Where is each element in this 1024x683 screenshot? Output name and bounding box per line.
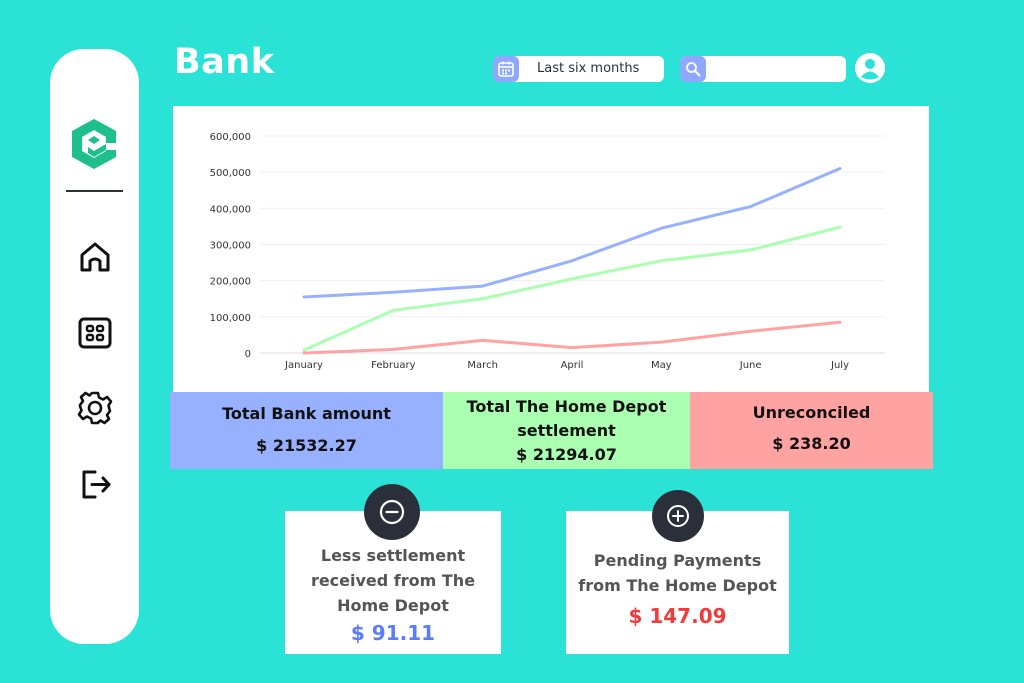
stat-unreconciled: Unreconciled $ 238.20 — [690, 392, 933, 469]
x-tick-label: February — [371, 360, 415, 371]
y-tick-label: 0 — [245, 349, 251, 360]
user-avatar[interactable] — [854, 52, 886, 84]
period-selector-label: Last six months — [537, 61, 640, 76]
y-tick-label: 300,000 — [210, 241, 251, 252]
stat-label-line1: Total The Home Depot — [466, 397, 667, 416]
card-text-line2: received from The — [310, 571, 476, 590]
y-tick-label: 400,000 — [210, 204, 251, 215]
plus-circle-icon — [667, 505, 689, 527]
sidebar-item-logout[interactable] — [76, 465, 114, 503]
period-selector[interactable]: Last six months — [493, 56, 664, 82]
x-tick-label: April — [561, 360, 584, 371]
stat-value: $ 21294.07 — [516, 445, 617, 464]
user-icon — [855, 53, 885, 83]
sidebar-divider — [66, 190, 123, 192]
plus-button[interactable] — [652, 490, 704, 542]
search-bar[interactable] — [680, 56, 846, 82]
card-less-settlement: Less settlement received from The Home D… — [285, 511, 501, 654]
chart-card: 0 100,000 200,000 300,000 400,000 500,000 600,… — [173, 106, 929, 394]
card-text-line2: from The Home Depot — [578, 576, 777, 595]
card-text-line3: Home Depot — [337, 596, 449, 615]
stat-total-depot: Total The Home Depot settlement $ 21294.… — [443, 392, 690, 469]
stat-value: $ 238.20 — [772, 434, 851, 453]
gear-icon — [77, 391, 113, 425]
minus-circle-icon — [379, 499, 405, 525]
y-tick-label: 600,000 — [210, 132, 251, 143]
search-input[interactable] — [710, 58, 842, 80]
app-logo — [69, 117, 119, 171]
series-line-1 — [302, 167, 842, 299]
minus-button[interactable] — [364, 484, 420, 540]
sidebar — [50, 49, 139, 644]
y-tick-label: 500,000 — [210, 168, 251, 179]
stat-label: Unreconciled — [752, 403, 871, 422]
stat-label: Total Bank amount — [222, 404, 391, 423]
stat-label-line2: settlement — [517, 421, 616, 440]
sidebar-item-home[interactable] — [76, 238, 114, 276]
calendar-icon — [493, 56, 519, 82]
x-tick-label: May — [651, 360, 672, 371]
line-chart: 0 100,000 200,000 300,000 400,000 500,000 600,… — [210, 132, 885, 371]
sidebar-item-dashboard[interactable] — [76, 314, 114, 352]
x-tick-label: March — [467, 360, 497, 371]
stat-total-bank: Total Bank amount $ 21532.27 — [170, 392, 443, 469]
logout-icon — [82, 470, 111, 499]
y-tick-label: 200,000 — [210, 277, 251, 288]
x-tick-label: June — [739, 360, 762, 371]
card-text-line1: Pending Payments — [593, 551, 762, 570]
x-tick-label: July — [830, 360, 849, 371]
series-line-2 — [302, 225, 842, 352]
grid-icon — [78, 317, 112, 349]
home-icon — [80, 242, 110, 272]
series-line-3 — [302, 320, 842, 355]
search-icon — [680, 56, 706, 82]
y-tick-label: 100,000 — [210, 313, 251, 324]
card-amount: $ 147.09 — [628, 604, 727, 628]
page-title: Bank — [174, 42, 275, 82]
card-text-line1: Less settlement — [320, 546, 466, 565]
x-tick-label: January — [284, 360, 323, 371]
stat-value: $ 21532.27 — [256, 436, 357, 455]
sidebar-item-settings[interactable] — [76, 389, 114, 427]
card-amount: $ 91.11 — [350, 621, 436, 645]
